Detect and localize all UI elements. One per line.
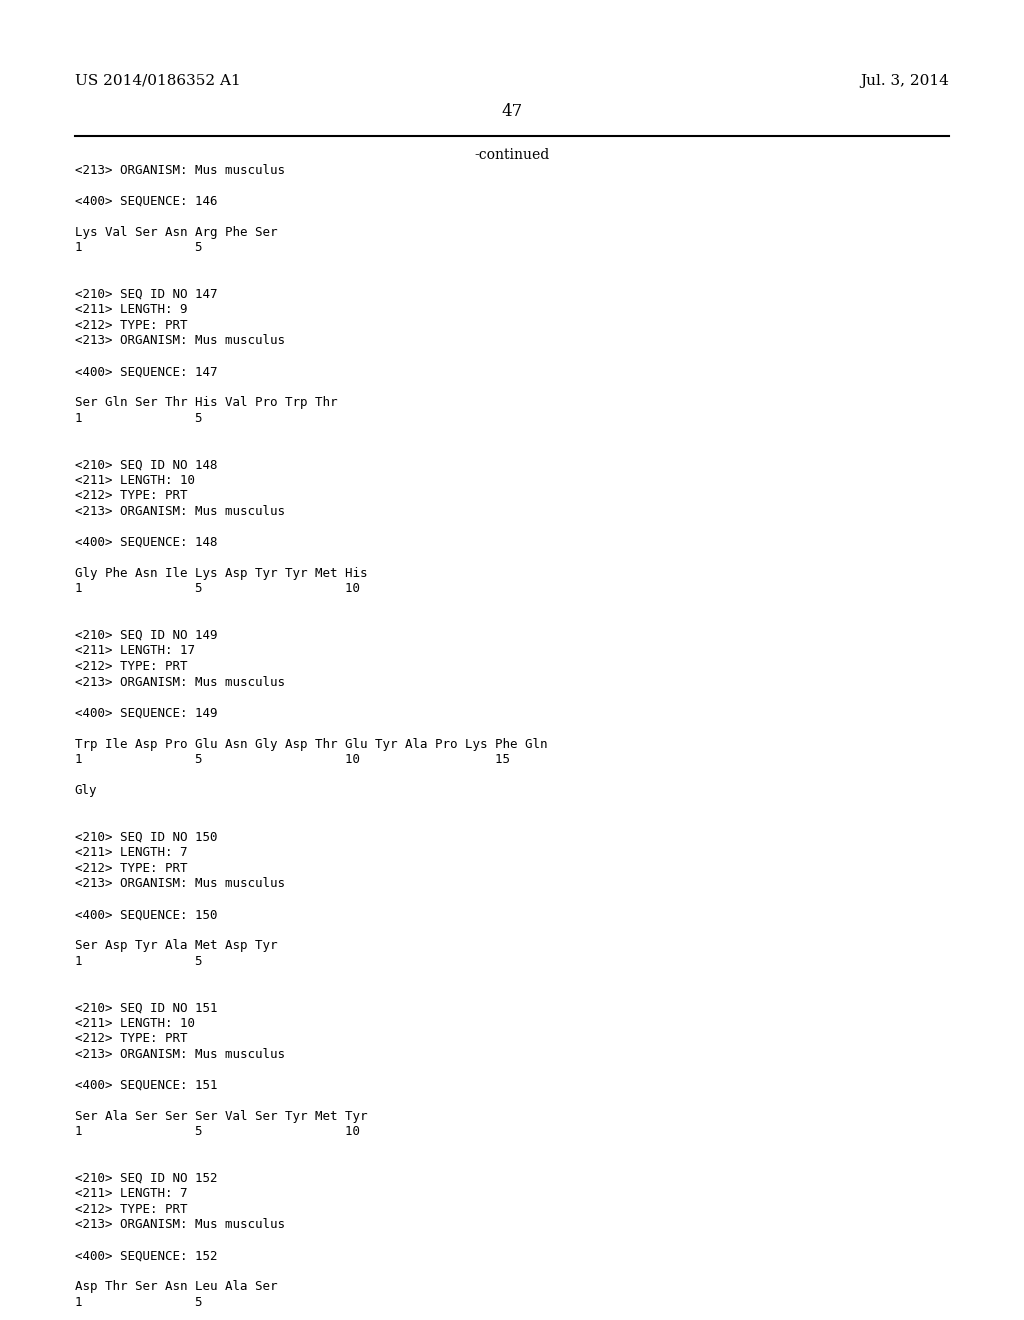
Text: <213> ORGANISM: Mus musculus: <213> ORGANISM: Mus musculus — [75, 676, 285, 689]
Text: <213> ORGANISM: Mus musculus: <213> ORGANISM: Mus musculus — [75, 506, 285, 517]
Text: Asp Thr Ser Asn Leu Ala Ser: Asp Thr Ser Asn Leu Ala Ser — [75, 1280, 278, 1294]
Text: 1               5                   10: 1 5 10 — [75, 582, 359, 595]
Text: <211> LENGTH: 10: <211> LENGTH: 10 — [75, 1016, 195, 1030]
Text: <400> SEQUENCE: 147: <400> SEQUENCE: 147 — [75, 366, 217, 379]
Text: Ser Gln Ser Thr His Val Pro Trp Thr: Ser Gln Ser Thr His Val Pro Trp Thr — [75, 396, 337, 409]
Text: <211> LENGTH: 10: <211> LENGTH: 10 — [75, 474, 195, 487]
Text: 1               5                   10                  15: 1 5 10 15 — [75, 752, 510, 766]
Text: <213> ORGANISM: Mus musculus: <213> ORGANISM: Mus musculus — [75, 164, 285, 177]
Text: 1               5: 1 5 — [75, 242, 203, 255]
Text: Trp Ile Asp Pro Glu Asn Gly Asp Thr Glu Tyr Ala Pro Lys Phe Gln: Trp Ile Asp Pro Glu Asn Gly Asp Thr Glu … — [75, 738, 547, 751]
Text: <400> SEQUENCE: 149: <400> SEQUENCE: 149 — [75, 706, 217, 719]
Text: 1               5                   10: 1 5 10 — [75, 1125, 359, 1138]
Text: <212> TYPE: PRT: <212> TYPE: PRT — [75, 319, 187, 331]
Text: Gly: Gly — [75, 784, 97, 797]
Text: <212> TYPE: PRT: <212> TYPE: PRT — [75, 862, 187, 875]
Text: <210> SEQ ID NO 152: <210> SEQ ID NO 152 — [75, 1172, 217, 1185]
Text: Ser Asp Tyr Ala Met Asp Tyr: Ser Asp Tyr Ala Met Asp Tyr — [75, 940, 278, 952]
Text: <213> ORGANISM: Mus musculus: <213> ORGANISM: Mus musculus — [75, 1048, 285, 1061]
Text: 1               5: 1 5 — [75, 1296, 203, 1309]
Text: <211> LENGTH: 9: <211> LENGTH: 9 — [75, 304, 187, 317]
Text: Ser Ala Ser Ser Ser Val Ser Tyr Met Tyr: Ser Ala Ser Ser Ser Val Ser Tyr Met Tyr — [75, 1110, 368, 1123]
Text: <400> SEQUENCE: 152: <400> SEQUENCE: 152 — [75, 1249, 217, 1262]
Text: <400> SEQUENCE: 146: <400> SEQUENCE: 146 — [75, 195, 217, 207]
Text: <212> TYPE: PRT: <212> TYPE: PRT — [75, 660, 187, 673]
Text: <400> SEQUENCE: 151: <400> SEQUENCE: 151 — [75, 1078, 217, 1092]
Text: <212> TYPE: PRT: <212> TYPE: PRT — [75, 490, 187, 503]
Text: <212> TYPE: PRT: <212> TYPE: PRT — [75, 1203, 187, 1216]
Text: <210> SEQ ID NO 151: <210> SEQ ID NO 151 — [75, 1001, 217, 1014]
Text: Gly Phe Asn Ile Lys Asp Tyr Tyr Met His: Gly Phe Asn Ile Lys Asp Tyr Tyr Met His — [75, 568, 368, 579]
Text: <211> LENGTH: 17: <211> LENGTH: 17 — [75, 644, 195, 657]
Text: <400> SEQUENCE: 150: <400> SEQUENCE: 150 — [75, 908, 217, 921]
Text: <213> ORGANISM: Mus musculus: <213> ORGANISM: Mus musculus — [75, 876, 285, 890]
Text: <211> LENGTH: 7: <211> LENGTH: 7 — [75, 846, 187, 859]
Text: <210> SEQ ID NO 147: <210> SEQ ID NO 147 — [75, 288, 217, 301]
Text: Jul. 3, 2014: Jul. 3, 2014 — [860, 74, 949, 88]
Text: 1               5: 1 5 — [75, 954, 203, 968]
Text: US 2014/0186352 A1: US 2014/0186352 A1 — [75, 74, 241, 88]
Text: <210> SEQ ID NO 148: <210> SEQ ID NO 148 — [75, 458, 217, 471]
Text: 47: 47 — [502, 103, 522, 120]
Text: <213> ORGANISM: Mus musculus: <213> ORGANISM: Mus musculus — [75, 334, 285, 347]
Text: -continued: -continued — [474, 148, 550, 162]
Text: <213> ORGANISM: Mus musculus: <213> ORGANISM: Mus musculus — [75, 1218, 285, 1232]
Text: <212> TYPE: PRT: <212> TYPE: PRT — [75, 1032, 187, 1045]
Text: 1               5: 1 5 — [75, 412, 203, 425]
Text: <211> LENGTH: 7: <211> LENGTH: 7 — [75, 1188, 187, 1200]
Text: Lys Val Ser Asn Arg Phe Ser: Lys Val Ser Asn Arg Phe Ser — [75, 226, 278, 239]
Text: <210> SEQ ID NO 150: <210> SEQ ID NO 150 — [75, 830, 217, 843]
Text: <210> SEQ ID NO 149: <210> SEQ ID NO 149 — [75, 628, 217, 642]
Text: <400> SEQUENCE: 148: <400> SEQUENCE: 148 — [75, 536, 217, 549]
